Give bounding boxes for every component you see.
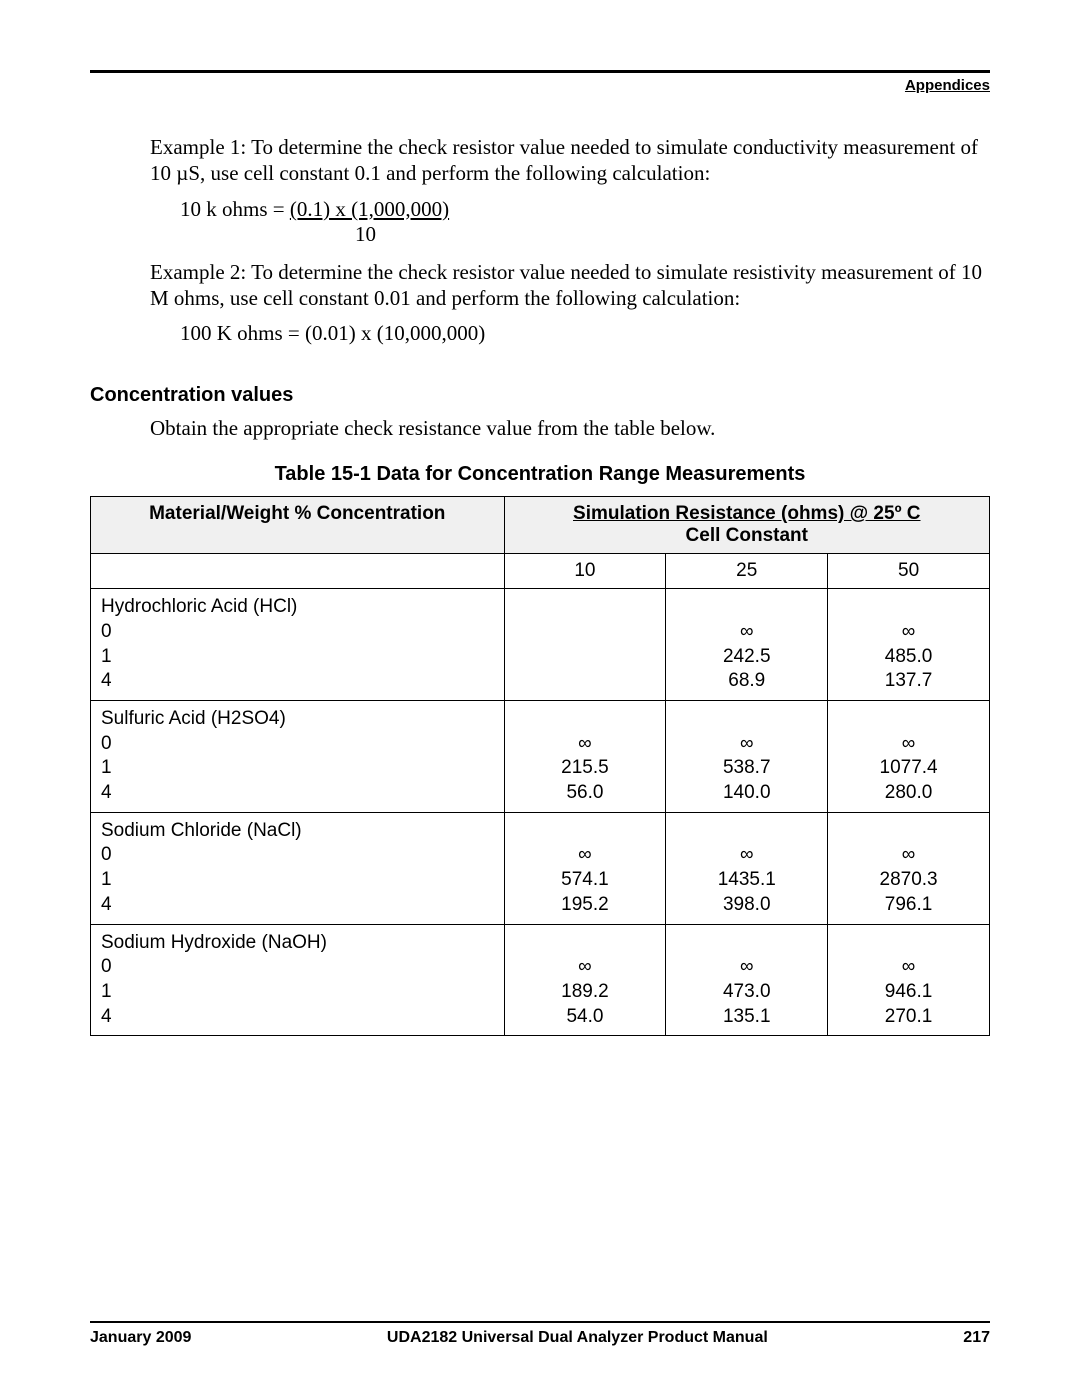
cell-v2: ∞ 1435.1 398.0 xyxy=(666,812,828,924)
cell-v1: ∞ 215.5 56.0 xyxy=(504,701,666,813)
footer-page: 217 xyxy=(963,1329,990,1347)
concentration-intro: Obtain the appropriate check resistance … xyxy=(150,415,990,441)
th-col-10: 10 xyxy=(504,554,666,589)
cell-v2: ∞ 538.7 140.0 xyxy=(666,701,828,813)
table-title: Table 15-1 Data for Concentration Range … xyxy=(90,463,990,486)
th-col-25: 25 xyxy=(666,554,828,589)
th-blank xyxy=(91,554,505,589)
cell-v3: ∞ 946.1 270.1 xyxy=(828,924,990,1036)
th-sim-underline: Simulation Resistance (ohms) @ 25º C xyxy=(573,503,921,524)
cell-v3: ∞ 485.0 137.7 xyxy=(828,589,990,701)
cell-v3: ∞ 1077.4 280.0 xyxy=(828,701,990,813)
table-head-row-1: Material/Weight % Concentration Simulati… xyxy=(91,497,990,554)
eq1-denominator: 10 xyxy=(355,222,990,247)
example2-text: Example 2: To determine the check resist… xyxy=(150,259,990,312)
table-row: Hydrochloric Acid (HCl) 0 1 4 ∞ 242.5 68… xyxy=(91,589,990,701)
cell-material: Hydrochloric Acid (HCl) 0 1 4 xyxy=(91,589,505,701)
cell-material: Sulfuric Acid (H2SO4) 0 1 4 xyxy=(91,701,505,813)
th-sim-sub: Cell Constant xyxy=(686,525,808,546)
cell-v1: ∞ 574.1 195.2 xyxy=(504,812,666,924)
table-row: Sodium Chloride (NaCl) 0 1 4 ∞ 574.1 195… xyxy=(91,812,990,924)
footer-rule xyxy=(90,1321,990,1323)
table-row: Sulfuric Acid (H2SO4) 0 1 4 ∞ 215.5 56.0… xyxy=(91,701,990,813)
cell-v3: ∞ 2870.3 796.1 xyxy=(828,812,990,924)
header-section-label: Appendices xyxy=(90,77,990,94)
cell-v1 xyxy=(504,589,666,701)
example1-equation: 10 k ohms = (0.1) x (1,000,000) 10 xyxy=(180,197,990,247)
eq1-numerator: (0.1) x (1,000,000) xyxy=(290,197,449,221)
cell-material: Sodium Hydroxide (NaOH) 0 1 4 xyxy=(91,924,505,1036)
table-head-row-2: 10 25 50 xyxy=(91,554,990,589)
concentration-heading: Concentration values xyxy=(90,384,990,407)
table-body: Hydrochloric Acid (HCl) 0 1 4 ∞ 242.5 68… xyxy=(91,589,990,1036)
header-rule xyxy=(90,70,990,73)
page-footer: January 2009 UDA2182 Universal Dual Anal… xyxy=(90,1321,990,1347)
cell-material: Sodium Chloride (NaCl) 0 1 4 xyxy=(91,812,505,924)
th-col-50: 50 xyxy=(828,554,990,589)
concentration-table: Material/Weight % Concentration Simulati… xyxy=(90,496,990,1036)
cell-v2: ∞ 242.5 68.9 xyxy=(666,589,828,701)
th-simulation: Simulation Resistance (ohms) @ 25º C Cel… xyxy=(504,497,989,554)
footer-date: January 2009 xyxy=(90,1329,191,1347)
cell-v2: ∞ 473.0 135.1 xyxy=(666,924,828,1036)
example1-text: Example 1: To determine the check resist… xyxy=(150,134,990,187)
th-material: Material/Weight % Concentration xyxy=(91,497,505,554)
footer-title: UDA2182 Universal Dual Analyzer Product … xyxy=(387,1329,768,1347)
cell-v1: ∞ 189.2 54.0 xyxy=(504,924,666,1036)
example2-equation: 100 K ohms = (0.01) x (10,000,000) xyxy=(180,321,990,346)
document-page: Appendices Example 1: To determine the c… xyxy=(0,0,1080,1397)
table-row: Sodium Hydroxide (NaOH) 0 1 4 ∞ 189.2 54… xyxy=(91,924,990,1036)
eq1-left: 10 k ohms = xyxy=(180,197,290,221)
